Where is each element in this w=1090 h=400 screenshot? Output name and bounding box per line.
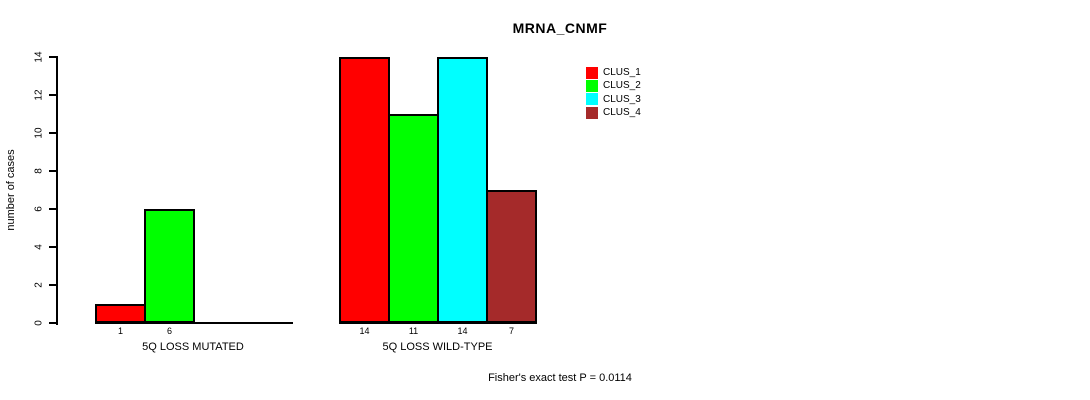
- bar-clus_1-group1: [95, 304, 146, 323]
- x-group-label-mutated: 5Q LOSS MUTATED: [142, 341, 244, 353]
- legend-label: CLUS_1: [603, 67, 641, 78]
- bar-value-label: 6: [166, 326, 172, 336]
- y-tick-label: 4: [33, 244, 45, 250]
- x-group-label-wildtype: 5Q LOSS WILD-TYPE: [382, 341, 493, 353]
- bar-value-label: 1: [117, 326, 123, 336]
- legend-item-clus_4: CLUS_4: [586, 106, 641, 119]
- footer-stat-text: Fisher's exact test P = 0.0114: [488, 372, 632, 384]
- y-tick-mark: [49, 170, 57, 172]
- y-tick-label: 12: [33, 89, 45, 101]
- bar-clus_2-group1: [144, 209, 195, 323]
- y-tick-label: 8: [33, 168, 45, 174]
- y-tick-label: 0: [33, 320, 45, 326]
- legend-swatch-icon: [586, 106, 598, 119]
- legend-swatch-icon: [586, 66, 598, 79]
- y-axis-line: [56, 56, 58, 325]
- y-tick-mark: [49, 322, 57, 324]
- legend-item-clus_2: CLUS_2: [586, 79, 641, 92]
- bar-clus_3-group2: [437, 57, 488, 323]
- y-tick-mark: [49, 56, 57, 58]
- y-tick-mark: [49, 284, 57, 286]
- legend-label: CLUS_2: [603, 80, 641, 92]
- legend-item-clus_1: CLUS_1: [586, 66, 641, 79]
- bar-clus_4-group2: [486, 190, 537, 323]
- x-baseline: [339, 322, 537, 324]
- y-tick-mark: [49, 94, 57, 96]
- y-tick-label: 14: [33, 51, 45, 63]
- bar-value-label: 7: [508, 326, 514, 336]
- legend-swatch-icon: [586, 93, 598, 106]
- legend-label: CLUS_4: [603, 107, 641, 119]
- legend-item-clus_3: CLUS_3: [586, 93, 641, 106]
- bar-clus_2-group2: [388, 114, 439, 323]
- y-tick-mark: [49, 208, 57, 210]
- bar-value-label: 14: [359, 326, 370, 336]
- y-tick-mark: [49, 246, 57, 248]
- y-tick-label: 2: [33, 282, 45, 288]
- y-tick-mark: [49, 132, 57, 134]
- y-tick-label: 6: [33, 206, 45, 212]
- bar-clus_1-group2: [339, 57, 390, 323]
- legend-swatch-icon: [586, 79, 598, 92]
- bar-value-label: 14: [457, 326, 468, 336]
- y-axis-label: number of cases: [5, 149, 17, 231]
- chart-title: MRNA_CNMF: [512, 20, 608, 36]
- y-tick-label: 10: [33, 127, 45, 139]
- bar-value-label: 11: [408, 326, 419, 336]
- x-baseline: [95, 322, 293, 324]
- legend-label: CLUS_3: [603, 93, 641, 105]
